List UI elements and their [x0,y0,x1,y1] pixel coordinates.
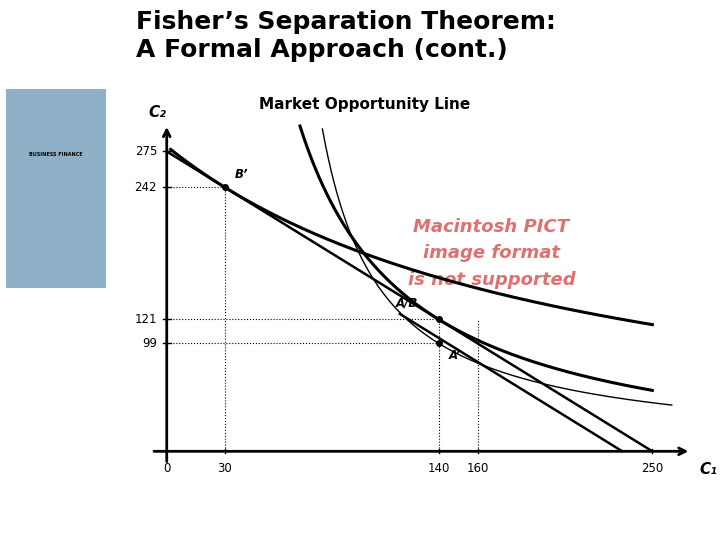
Text: Slides prepared by Farida Akhtar and Barry Oliver, Australian National Universit: Slides prepared by Farida Akhtar and Bar… [122,523,433,531]
Text: 0: 0 [163,462,171,475]
Text: A/B: A/B [396,296,418,309]
Text: 250: 250 [642,462,663,475]
Text: 30: 30 [217,462,233,475]
Text: Market Opportunity Line: Market Opportunity Line [259,97,470,112]
Text: B’: B’ [235,168,248,181]
Text: PPTs t/a Business Finance 10e by Peirson: PPTs t/a Business Finance 10e by Peirson [122,510,279,518]
Text: C₁: C₁ [699,462,717,477]
Text: Fisher’s Separation Theorem:
A Formal Approach (cont.): Fisher’s Separation Theorem: A Formal Ap… [136,10,556,62]
Text: 275: 275 [135,145,157,158]
Text: Copyright © 2009 McGraw-Hill Australia Pty Ltd: Copyright © 2009 McGraw-Hill Australia P… [122,497,306,505]
Text: 99: 99 [142,337,157,350]
Text: BUSINESS FINANCE: BUSINESS FINANCE [29,152,83,158]
Text: Macintosh PICT
image format
is not supported: Macintosh PICT image format is not suppo… [408,218,575,289]
Text: C₂: C₂ [148,105,166,120]
Bar [6,89,106,288]
Text: 19: 19 [681,505,702,521]
Text: 121: 121 [135,313,157,326]
Text: 242: 242 [135,181,157,194]
Text: Mc
Graw
Hill: Mc Graw Hill [26,497,57,529]
Text: 160: 160 [467,462,489,475]
Text: 140: 140 [428,462,450,475]
Text: A’: A’ [449,349,461,362]
